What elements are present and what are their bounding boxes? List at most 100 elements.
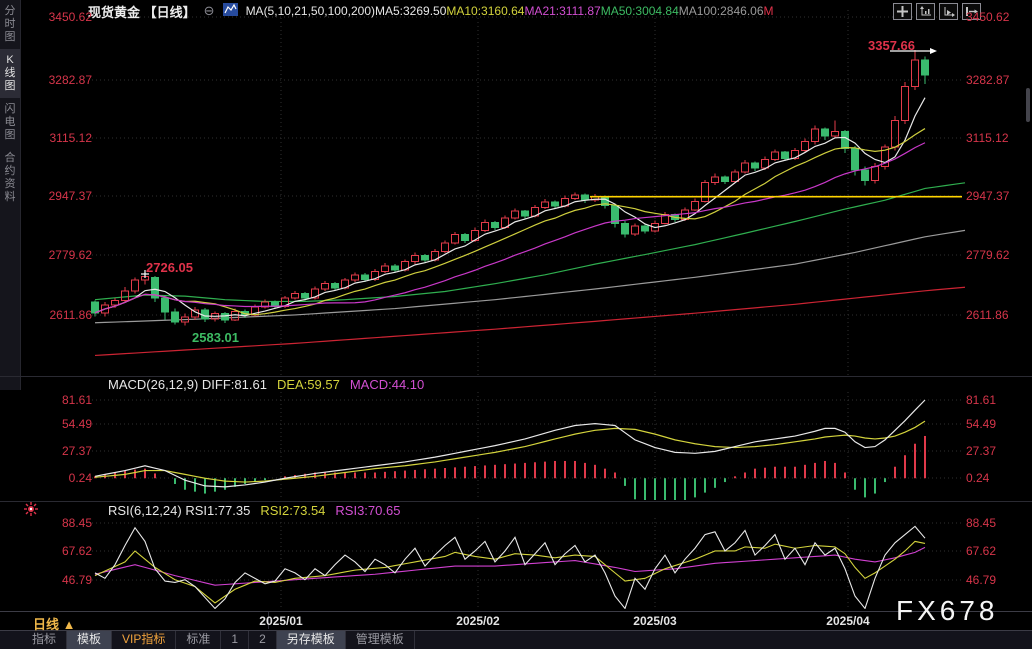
- candle: [361, 274, 369, 280]
- bottom-tab-2[interactable]: 模板: [67, 631, 113, 649]
- candle: [121, 290, 129, 302]
- axis-tick-label: 3282.87: [48, 73, 92, 87]
- candle: [701, 181, 709, 202]
- triangle-up-icon: ▲: [62, 617, 76, 632]
- axis-row-top-border: [0, 611, 1032, 612]
- rsi-header[interactable]: RSI(6,12,24) RSI1:77.35 RSI2:73.54 RSI3:70…: [108, 503, 410, 518]
- candle: [631, 225, 639, 235]
- chart-type-icon[interactable]: [222, 3, 238, 19]
- candle: [751, 162, 759, 169]
- bottom-tab-4[interactable]: 标准: [176, 631, 222, 649]
- timeframe-selector[interactable]: 日线 ▲: [33, 617, 76, 632]
- indicator-value-label: RSI2:73.54: [260, 503, 326, 518]
- price-panel[interactable]: [91, 48, 966, 357]
- bottom-tab-5[interactable]: 1: [221, 631, 250, 649]
- sidebar-item-4[interactable]: 合约资料: [4, 152, 16, 203]
- ma-legend: MA(5,10,21,50,100,200)MA5:3269.50MA10:31…: [246, 4, 774, 18]
- candle: [721, 176, 729, 182]
- candle: [381, 265, 389, 272]
- indicator-value-label: MACD(26,12,9) DIFF:81.61: [108, 377, 267, 392]
- period-tag[interactable]: 【日线】: [143, 4, 196, 20]
- candle: [851, 148, 859, 171]
- candle: [301, 293, 309, 299]
- candle: [131, 279, 139, 292]
- ma-line-ma10: [94, 128, 926, 316]
- indicator-value-label: DEA:59.57: [276, 377, 340, 392]
- axis-tick-label: 81.61: [966, 393, 997, 407]
- bottom-tab-8[interactable]: 管理模板: [346, 631, 415, 649]
- price-annotation: 2583.01: [192, 330, 239, 345]
- ma-legend-item: MA100:2846.06: [678, 4, 764, 18]
- chart-header: 现货黄金 【日线】 ⊖ MA(5,10,21,50,100,200)MA5:32…: [88, 3, 774, 20]
- price-annotation: 2726.05: [146, 260, 193, 275]
- rsi-line-rsi3: [94, 546, 926, 586]
- candle: [921, 59, 929, 76]
- candle: [321, 283, 329, 290]
- ma-legend-item: MA(5,10,21,50,100,200): [245, 4, 375, 18]
- bottom-tab-1[interactable]: 指标: [22, 631, 68, 649]
- candle: [371, 270, 379, 280]
- candle: [511, 210, 519, 219]
- candle: [481, 222, 489, 231]
- candle: [741, 162, 749, 173]
- axis-tick-label: 67.62: [966, 544, 997, 558]
- axis-tick-label: 3450.62: [966, 10, 1010, 24]
- right-scrollbar[interactable]: [1026, 88, 1030, 122]
- indicator-value-label: RSI3:70.65: [335, 503, 401, 518]
- macd-diff-line: [94, 399, 926, 488]
- alert-sun-icon[interactable]: [24, 502, 38, 521]
- ma-line-ma50: [94, 182, 966, 303]
- axis-tick-label: 88.45: [61, 516, 92, 530]
- axis-tick-label: 27.37: [61, 444, 92, 458]
- axis-tick-label: 2611.86: [966, 308, 1009, 322]
- candle: [521, 210, 529, 217]
- candle: [811, 128, 819, 143]
- chart-toolbar: [893, 3, 981, 20]
- watermark: FX678: [896, 595, 999, 626]
- ma-line-ma5: [94, 97, 926, 317]
- x-axis-scale-icon[interactable]: [939, 3, 958, 20]
- ma-legend-item: MA21:3111.87: [524, 4, 601, 18]
- candle: [331, 283, 339, 289]
- candle: [901, 86, 909, 121]
- candle: [911, 59, 919, 88]
- axis-tick-label: 3115.12: [966, 131, 1009, 145]
- symbol-title: 现货黄金 【日线】: [88, 4, 196, 20]
- candle: [191, 309, 199, 318]
- grid-lines: [92, 10, 962, 609]
- candle: [151, 276, 159, 299]
- bottom-tab-7[interactable]: 另存模板: [276, 631, 346, 649]
- axis-tick-label: 67.62: [61, 544, 92, 558]
- bottom-tab-3[interactable]: VIP指标: [112, 631, 177, 649]
- candle: [641, 225, 649, 232]
- rsi-panel[interactable]: [94, 525, 926, 609]
- y-axis-scale-icon[interactable]: [916, 3, 935, 20]
- move-tool-icon[interactable]: [893, 3, 912, 20]
- collapse-panel-icon[interactable]: [962, 3, 981, 20]
- macd-header[interactable]: MACD(26,12,9) DIFF:81.61 DEA:59.57 MACD:44…: [108, 377, 434, 392]
- sidebar-item-1[interactable]: 分时图: [4, 5, 16, 43]
- collapse-legend-icon[interactable]: ⊖: [203, 3, 215, 18]
- candle: [571, 194, 579, 199]
- candle: [291, 293, 299, 299]
- candle: [831, 131, 839, 137]
- ma-legend-item: MA5:3269.50: [374, 4, 447, 18]
- bottom-tab-6[interactable]: 2: [249, 631, 277, 649]
- macd-panel[interactable]: [94, 399, 926, 505]
- timeframe-cell-divider: [268, 612, 269, 629]
- candle: [171, 311, 179, 323]
- candle: [581, 194, 589, 201]
- candle: [781, 151, 789, 160]
- candle: [691, 200, 699, 211]
- bottom-tab-bar: 指标 模板 VIP指标 标准 1 2 另存模板 管理模板: [0, 631, 1032, 649]
- macd-dea-line: [94, 420, 926, 483]
- candle: [881, 146, 889, 167]
- sidebar-item-3[interactable]: 闪电图: [4, 103, 16, 141]
- candle: [491, 222, 499, 229]
- rsi-line-rsi2: [94, 540, 926, 604]
- axis-tick-label: 46.79: [966, 573, 997, 587]
